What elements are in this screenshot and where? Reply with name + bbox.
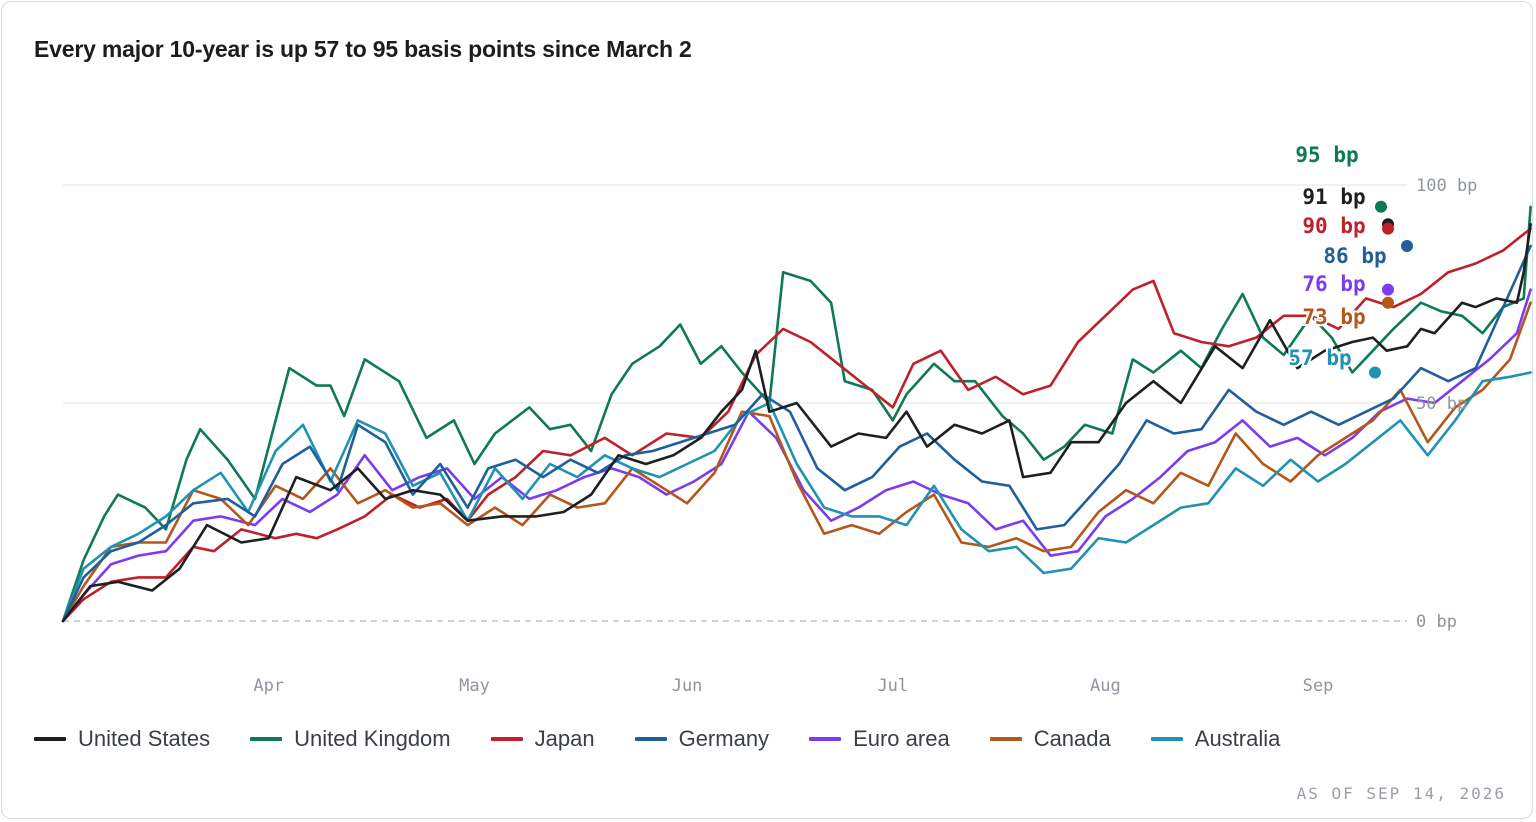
end-value-label: 57 bp xyxy=(1288,346,1351,370)
end-value-label: 86 bp xyxy=(1323,244,1386,268)
x-tick-label: Aug xyxy=(1090,676,1121,696)
end-point-dot xyxy=(1369,366,1381,379)
legend-swatch xyxy=(989,737,1022,741)
chart-title: Every major 10-year is up 57 to 95 basis… xyxy=(34,36,692,62)
y-tick-label: 0 bp xyxy=(1416,612,1457,632)
x-tick-label: Sep xyxy=(1303,676,1334,696)
y-tick-label: 50 bp xyxy=(1416,394,1467,414)
end-value-label: 76 bp xyxy=(1302,272,1365,296)
legend-item: Euro area xyxy=(809,726,950,752)
legend-label: Germany xyxy=(678,726,770,751)
y-axis: 0 bp 50 bp 100 bp xyxy=(1416,176,1477,632)
legend-label: United States xyxy=(78,726,211,751)
grid-lines xyxy=(63,184,1407,622)
legend-label: Canada xyxy=(1033,726,1111,751)
legend-swatch xyxy=(34,737,66,741)
as-of-date: AS OF SEP 14, 2026 xyxy=(1296,784,1506,803)
x-tick-label: May xyxy=(459,676,490,696)
end-point-dot xyxy=(1401,240,1413,253)
end-point-dot xyxy=(1375,200,1387,213)
series-line-germany xyxy=(61,244,1532,623)
legend-item: Japan xyxy=(490,726,595,752)
series-line-australia xyxy=(61,371,1532,623)
legend-swatch xyxy=(250,737,283,741)
legend-swatch xyxy=(634,737,667,741)
legend-label: United Kingdom xyxy=(294,726,451,751)
x-tick-label: Jun xyxy=(672,676,703,696)
legend-swatch xyxy=(809,737,842,741)
legend: United States United Kingdom Japan Germany E… xyxy=(34,726,1320,752)
legend-swatch xyxy=(1150,737,1183,741)
series-line-united-kingdom xyxy=(61,205,1532,623)
series-line-euro-area xyxy=(61,288,1532,623)
legend-swatch xyxy=(490,737,523,741)
x-tick-label: Jul xyxy=(877,676,908,696)
series-lines xyxy=(61,205,1532,623)
legend-label: Euro area xyxy=(853,726,950,751)
y-tick-label: 100 bp xyxy=(1416,176,1477,196)
end-labels: 91 bp 95 bp 90 bp 86 bp 76 bp 73 bp 57 bp xyxy=(1286,141,1413,379)
series-line-united-states xyxy=(61,222,1532,623)
series-line-japan xyxy=(61,227,1532,623)
end-point-dot xyxy=(1382,296,1394,309)
x-axis: Apr May Jun Jul Aug Sep xyxy=(253,676,1333,696)
end-point-dot xyxy=(1382,222,1394,235)
x-tick-label: Apr xyxy=(253,676,284,696)
end-value-label: 91 bp xyxy=(1302,185,1365,209)
legend-item: Germany xyxy=(634,726,770,752)
end-value-label: 95 bp xyxy=(1295,143,1358,167)
legend-item: Australia xyxy=(1150,726,1281,752)
legend-label: Australia xyxy=(1194,726,1281,751)
legend-item: United Kingdom xyxy=(250,726,451,752)
end-value-label: 90 bp xyxy=(1302,214,1365,238)
legend-label: Japan xyxy=(534,726,595,751)
end-point-dot xyxy=(1382,283,1394,296)
legend-item: Canada xyxy=(989,726,1111,752)
end-value-label: 73 bp xyxy=(1302,305,1365,329)
series-line-canada xyxy=(61,301,1532,623)
legend-item: United States xyxy=(34,726,210,752)
